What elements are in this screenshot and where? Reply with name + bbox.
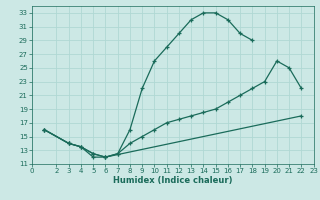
X-axis label: Humidex (Indice chaleur): Humidex (Indice chaleur) — [113, 176, 233, 185]
